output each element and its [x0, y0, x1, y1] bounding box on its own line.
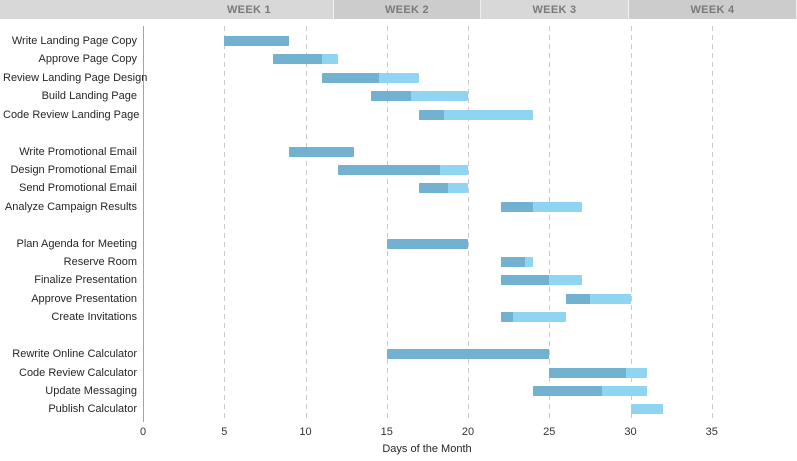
- task-bar: [273, 54, 338, 65]
- week-header-label: WEEK 3: [532, 3, 577, 16]
- task-label: Write Promotional Email: [19, 145, 137, 158]
- task-bar: [500, 257, 533, 267]
- gridline-day-5: [224, 26, 226, 422]
- x-axis-title: Days of the Month: [382, 443, 472, 455]
- x-tick-label-10: 10: [299, 426, 312, 438]
- task-bar-complete-segment: [500, 275, 550, 286]
- task-label: Design Promotional Email: [10, 163, 137, 176]
- task-label: Build Landing Page: [41, 90, 137, 103]
- task-label: Send Promotional Email: [18, 182, 137, 195]
- x-tick-label-0: 0: [139, 426, 147, 438]
- task-bar: [224, 36, 290, 46]
- task-label: Review Landing Page Design: [3, 71, 148, 84]
- task-label: Approve Presentation: [31, 292, 137, 305]
- task-bar-complete-segment: [321, 72, 379, 83]
- task-bar-complete-segment: [500, 257, 525, 267]
- task-label: Code Review Landing Page: [3, 108, 140, 121]
- task-bar: [630, 404, 663, 415]
- task-bar: [565, 293, 631, 304]
- task-bar-complete-segment: [565, 293, 590, 304]
- x-tick-label-5: 5: [221, 426, 228, 438]
- task-bar: [419, 183, 469, 194]
- task-label: Write Landing Page Copy: [11, 35, 137, 47]
- task-label: Code Review Calculator: [19, 366, 137, 379]
- x-tick-label-20: 20: [461, 426, 475, 438]
- gridline-day-10: [305, 26, 307, 422]
- task-bar: [289, 146, 355, 157]
- task-bar: [386, 238, 469, 249]
- task-bar: [338, 164, 468, 175]
- task-bar-complete-segment: [419, 109, 444, 120]
- task-bar: [386, 349, 550, 360]
- task-bar: [370, 91, 468, 102]
- task-label: Plan Agenda for Meeting: [16, 237, 137, 250]
- task-label: Create Invitations: [51, 311, 137, 324]
- gridline-day-25: [549, 26, 551, 422]
- task-label: Analyze Campaign Results: [4, 200, 137, 213]
- task-label: Rewrite Online Calculator: [12, 348, 137, 361]
- task-bar: [533, 385, 647, 396]
- task-bar: [419, 109, 534, 120]
- gridline-day-20: [468, 26, 469, 422]
- task-bar: [500, 312, 566, 323]
- x-tick-label-15: 15: [380, 426, 393, 438]
- task-bar-complete-segment: [533, 385, 603, 396]
- week-header-label: WEEK 4: [690, 3, 735, 16]
- y-axis-line: [143, 26, 144, 422]
- week-header-segment-3: WEEK 3: [481, 0, 629, 19]
- task-label: Publish Calculator: [48, 403, 137, 416]
- x-tick-label-35: 35: [705, 426, 718, 438]
- task-bar-complete-segment: [500, 201, 534, 212]
- task-bar: [500, 201, 582, 212]
- task-bar-complete-segment: [338, 164, 440, 175]
- week-header-label: WEEK 1: [227, 3, 271, 16]
- task-bar-complete-segment: [549, 367, 627, 378]
- task-bar: [549, 367, 647, 378]
- week-header-row: WEEK 1 WEEK 2 WEEK 3 WEEK 4: [0, 0, 797, 19]
- task-bar-complete-segment: [419, 183, 448, 194]
- task-bar: [500, 275, 582, 286]
- task-bar-complete-segment: [500, 312, 513, 323]
- task-label: Approve Page Copy: [38, 53, 137, 66]
- task-bar-complete-segment: [273, 54, 322, 65]
- task-bar: [321, 72, 420, 83]
- task-label: Finalize Presentation: [34, 274, 137, 287]
- gridline-day-35: [711, 26, 713, 422]
- week-header-label: WEEK 2: [385, 3, 429, 16]
- task-bar-complete-segment: [289, 146, 355, 157]
- week-header-segment-1: WEEK 1: [0, 0, 334, 19]
- gridline-day-15: [386, 26, 388, 422]
- task-bar-complete-segment: [386, 238, 469, 249]
- task-bar-complete-segment: [370, 91, 412, 102]
- week-header-segment-2: WEEK 2: [334, 0, 481, 19]
- x-tick-label-25: 25: [543, 426, 556, 438]
- x-tick-label-30: 30: [624, 426, 637, 438]
- task-label: Reserve Room: [63, 256, 137, 268]
- task-bar-complete-segment: [386, 349, 550, 360]
- gridline-day-30: [630, 26, 632, 422]
- task-label: Update Messaging: [45, 384, 137, 397]
- task-bar-complete-segment: [224, 36, 290, 46]
